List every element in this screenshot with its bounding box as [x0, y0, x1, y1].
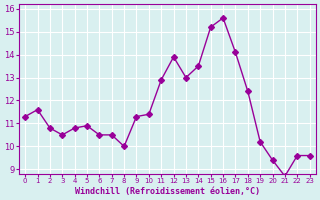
X-axis label: Windchill (Refroidissement éolien,°C): Windchill (Refroidissement éolien,°C): [75, 187, 260, 196]
